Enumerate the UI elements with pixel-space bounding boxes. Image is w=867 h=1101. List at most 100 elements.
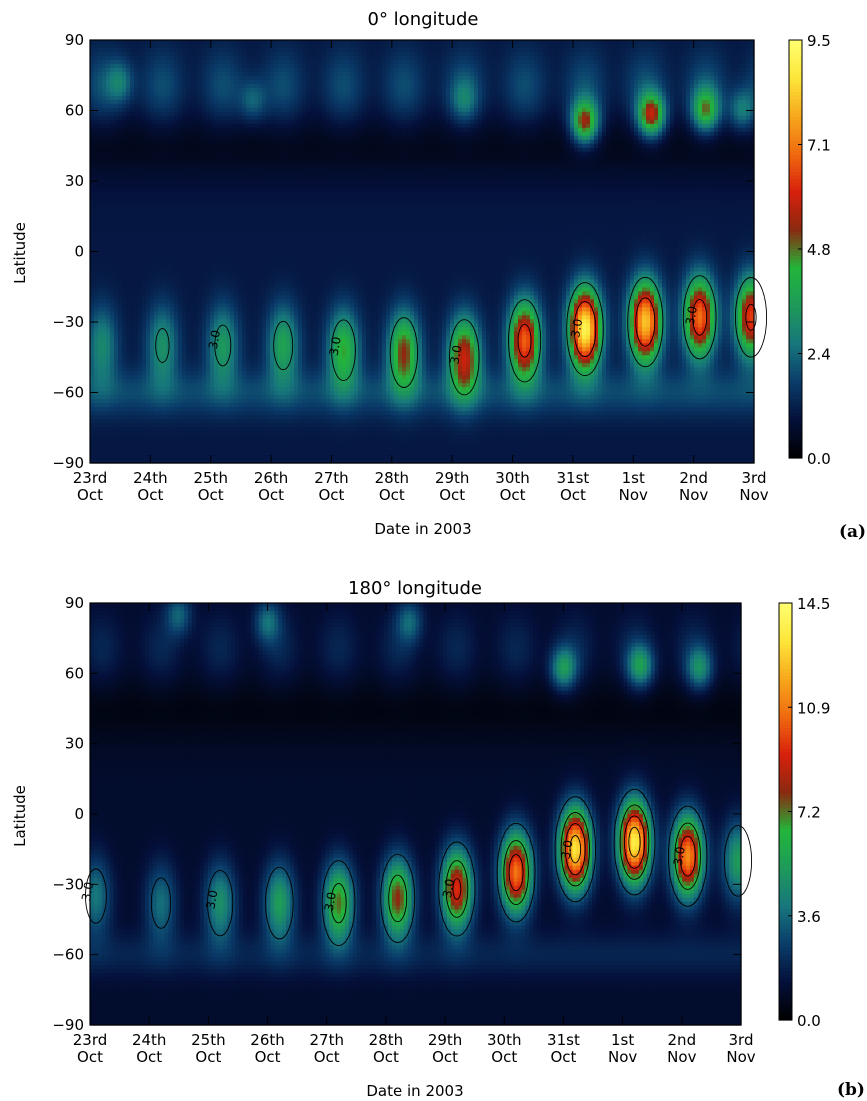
y-tick-label: 0 xyxy=(74,805,84,823)
contour-line xyxy=(627,276,664,368)
panel-a-axes: 9060300−30−60−9023rdOct24thOct25thOct26t… xyxy=(52,31,768,504)
colorbar-tick-label: 3.6 xyxy=(797,908,821,926)
panel-a-title: 0° longitude xyxy=(368,9,479,30)
panel-a-colorbar: 9.5 7.1 4.8 2.4 0.0 xyxy=(788,32,831,468)
x-tick-label-month: Oct xyxy=(77,486,103,504)
colorbar-tick-label: 14.5 xyxy=(797,595,830,613)
colorbar-tick-label: 9.5 xyxy=(807,32,831,50)
contour-line xyxy=(628,826,641,858)
x-tick-label-month: Oct xyxy=(318,486,344,504)
contour-label: 3.0 xyxy=(322,891,339,912)
contour-line xyxy=(321,860,356,946)
y-tick-label: −60 xyxy=(52,946,84,964)
contour-line xyxy=(438,841,476,937)
x-tick-label-month: Oct xyxy=(432,1048,458,1066)
x-tick-label-day: 29th xyxy=(428,1031,462,1049)
x-tick-label-day: 25th xyxy=(193,469,227,487)
contour-line xyxy=(566,282,604,377)
contour-line xyxy=(554,796,597,903)
contour-line xyxy=(150,877,172,929)
x-tick-label-day: 2nd xyxy=(668,1031,697,1049)
x-tick-label-day: 3rd xyxy=(742,469,767,487)
x-tick-label-day: 27th xyxy=(309,1031,343,1049)
colorbar-tick-label: 4.8 xyxy=(807,241,831,259)
panel-a: 0° longitude Latitude Date in 2003 (a) 3… xyxy=(11,9,866,542)
x-tick-label-day: 24th xyxy=(132,1031,166,1049)
panel-a-contours: 3.0 3.0 3.0 3.0 3.0 xyxy=(155,275,768,396)
x-tick-label-month: Oct xyxy=(379,486,405,504)
panel-b-axes: 9060300−30−60−9023rdOct24thOct25thOct26t… xyxy=(52,594,755,1066)
contour-line xyxy=(330,882,347,924)
x-tick-label-month: Oct xyxy=(195,1048,221,1066)
contour-label: 3.0 xyxy=(683,305,700,326)
colorbar-tick-label: 2.4 xyxy=(807,346,831,364)
x-tick-label-month: Nov xyxy=(667,1048,696,1066)
colorbar-tick-label: 0.0 xyxy=(807,450,831,468)
contour-line xyxy=(273,320,294,371)
contour-line xyxy=(452,878,462,900)
panel-b-title: 180° longitude xyxy=(348,578,482,599)
x-tick-label-month: Oct xyxy=(258,486,284,504)
contour-line xyxy=(635,297,656,347)
x-tick-label-month: Oct xyxy=(136,1048,162,1066)
contour-line xyxy=(214,324,232,367)
x-tick-label-day: 1st xyxy=(611,1031,634,1049)
contour-line xyxy=(573,301,597,358)
x-tick-label-month: Nov xyxy=(619,486,648,504)
x-tick-label-day: 2nd xyxy=(679,469,708,487)
contour-line xyxy=(667,805,708,907)
panel-b-x-axis-label: Date in 2003 xyxy=(366,1082,463,1100)
contour-line xyxy=(692,298,708,336)
x-tick-label-month: Oct xyxy=(255,1048,281,1066)
contour-label: 3.0 xyxy=(447,344,464,365)
x-tick-label-day: 31st xyxy=(557,469,590,487)
contour-line xyxy=(388,874,408,923)
x-tick-label-month: Oct xyxy=(560,486,586,504)
x-tick-label-day: 3rd xyxy=(729,1031,754,1049)
x-tick-label-day: 31st xyxy=(547,1031,580,1049)
x-tick-label-month: Nov xyxy=(608,1048,637,1066)
contour-line xyxy=(508,854,524,892)
contour-line xyxy=(679,835,696,877)
y-tick-label: 90 xyxy=(65,31,84,49)
contour-line xyxy=(207,869,234,937)
x-tick-label-day: 25th xyxy=(191,1031,225,1049)
contour-line xyxy=(389,317,419,388)
contour-line xyxy=(380,853,416,943)
contour-label: 3.0 xyxy=(79,881,96,902)
y-tick-label: −90 xyxy=(52,454,84,472)
x-tick-label-day: 28th xyxy=(375,469,409,487)
colorbar-tick-label: 7.2 xyxy=(797,804,821,822)
y-tick-label: 90 xyxy=(65,594,84,612)
x-tick-label-month: Nov xyxy=(739,486,768,504)
y-tick-label: 60 xyxy=(65,102,84,120)
x-tick-label-month: Oct xyxy=(77,1048,103,1066)
panel-b-y-axis-label: Latitude xyxy=(11,785,29,847)
contour-line xyxy=(734,277,768,358)
x-tick-label-month: Oct xyxy=(491,1048,517,1066)
y-tick-label: −30 xyxy=(52,313,84,331)
x-tick-label-month: Oct xyxy=(439,486,465,504)
y-tick-label: −60 xyxy=(52,384,84,402)
x-tick-label-day: 23rd xyxy=(73,469,108,487)
contour-line xyxy=(723,825,753,897)
contour-line xyxy=(503,840,529,906)
x-tick-label-month: Oct xyxy=(137,486,163,504)
panel-b-letter: (b) xyxy=(837,1080,865,1100)
x-tick-label-day: 30th xyxy=(495,469,529,487)
panel-b-colorbar: 14.5 10.9 7.2 3.6 0.0 xyxy=(778,595,830,1030)
contour-line xyxy=(745,303,757,331)
x-tick-label-month: Oct xyxy=(198,486,224,504)
contour-line xyxy=(155,328,170,363)
x-tick-label-day: 1st xyxy=(622,469,645,487)
contour-line xyxy=(674,822,701,890)
contour-label: 3.0 xyxy=(558,839,575,860)
panel-a-x-axis-label: Date in 2003 xyxy=(374,520,471,538)
contour-line xyxy=(496,822,536,923)
x-tick-label-month: Oct xyxy=(314,1048,340,1066)
contour-line xyxy=(682,275,717,360)
colorbar-tick-label: 7.1 xyxy=(807,137,831,155)
x-tick-label-month: Oct xyxy=(550,1048,576,1066)
y-tick-label: −90 xyxy=(52,1016,84,1034)
